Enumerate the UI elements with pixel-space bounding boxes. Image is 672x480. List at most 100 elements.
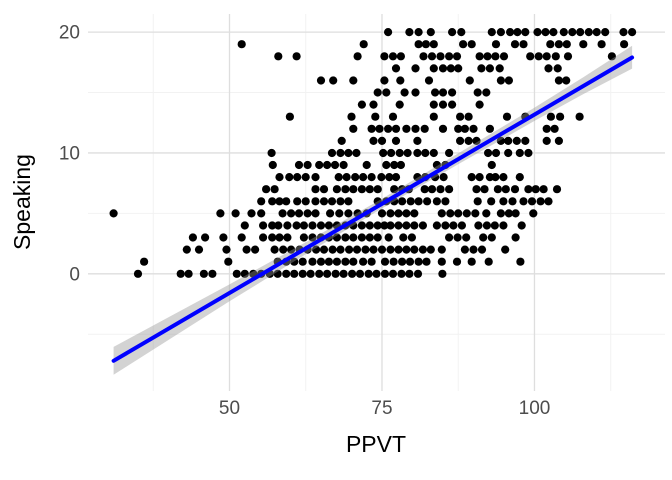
data-point <box>334 173 343 182</box>
data-point <box>359 257 368 266</box>
data-point <box>490 221 499 230</box>
data-point <box>319 245 329 254</box>
data-point <box>449 221 458 230</box>
data-point <box>336 197 345 206</box>
data-point <box>512 136 521 145</box>
data-point <box>445 52 454 61</box>
data-point <box>275 173 284 182</box>
data-point <box>355 269 365 278</box>
data-point <box>420 185 429 194</box>
data-point <box>365 221 374 230</box>
data-point <box>391 136 401 145</box>
data-point <box>400 88 409 97</box>
data-point <box>273 269 282 278</box>
data-point <box>438 124 448 133</box>
data-point <box>222 245 231 254</box>
data-point <box>465 76 474 85</box>
data-point <box>299 221 308 230</box>
data-point <box>542 124 551 133</box>
data-point <box>429 40 438 49</box>
data-point <box>294 209 304 218</box>
data-point <box>441 197 450 206</box>
data-point <box>504 148 513 158</box>
data-point <box>462 209 471 218</box>
data-point <box>339 160 348 170</box>
data-point <box>620 40 629 49</box>
data-point <box>341 233 350 242</box>
data-point <box>323 269 332 278</box>
data-point <box>601 27 610 37</box>
data-point <box>467 257 476 266</box>
data-point <box>527 197 537 206</box>
data-point <box>550 124 559 133</box>
data-point <box>298 269 307 278</box>
data-point <box>380 269 390 278</box>
data-point <box>311 185 320 194</box>
data-point <box>496 136 505 145</box>
data-point <box>410 209 419 218</box>
data-point <box>553 64 562 73</box>
data-point <box>506 27 515 37</box>
data-point <box>290 269 299 278</box>
data-point <box>351 173 360 182</box>
data-point <box>402 221 411 230</box>
data-point <box>551 52 560 61</box>
data-point <box>429 148 438 158</box>
data-point <box>521 27 530 37</box>
data-point <box>473 88 482 97</box>
data-point <box>251 245 260 254</box>
data-point <box>308 221 317 230</box>
data-point <box>349 257 358 266</box>
data-point <box>436 185 445 194</box>
data-point <box>188 233 197 242</box>
data-point <box>485 64 494 73</box>
data-point <box>410 245 419 254</box>
data-point <box>491 40 501 49</box>
data-point <box>332 257 341 266</box>
data-point <box>597 40 606 49</box>
data-point <box>199 269 208 278</box>
data-point <box>201 233 210 242</box>
data-point <box>336 245 345 254</box>
data-point <box>395 100 404 109</box>
data-point <box>554 136 564 145</box>
data-point <box>413 136 422 145</box>
x-axis-title: PPVT <box>346 431 406 457</box>
data-point <box>133 269 143 278</box>
data-point <box>240 221 249 230</box>
data-point <box>411 88 420 97</box>
data-point <box>414 197 423 206</box>
data-point <box>464 112 473 121</box>
data-point <box>452 257 462 266</box>
data-point <box>429 64 438 73</box>
data-point <box>457 221 466 230</box>
data-point <box>298 257 307 266</box>
data-point <box>176 269 185 278</box>
x-axis-tick-labels: 50 75 100 <box>219 398 550 419</box>
data-point <box>406 197 415 206</box>
data-point <box>546 112 556 121</box>
data-point <box>519 197 528 206</box>
data-point <box>371 112 380 121</box>
data-point <box>293 197 302 206</box>
data-point <box>501 245 510 254</box>
data-point <box>352 245 362 254</box>
data-point <box>316 76 326 85</box>
data-point <box>496 27 505 37</box>
data-point <box>237 40 246 49</box>
data-point <box>460 245 469 254</box>
data-point <box>367 257 376 266</box>
data-point <box>510 40 520 49</box>
data-point <box>384 124 393 133</box>
data-point <box>482 221 491 230</box>
data-point <box>405 257 415 266</box>
data-point <box>257 197 266 206</box>
data-point <box>396 52 405 61</box>
data-point <box>439 173 448 182</box>
data-point <box>279 245 288 254</box>
data-point <box>429 100 438 109</box>
data-point <box>324 221 333 230</box>
data-point <box>341 185 350 194</box>
data-point <box>377 245 387 254</box>
data-point <box>268 221 277 230</box>
